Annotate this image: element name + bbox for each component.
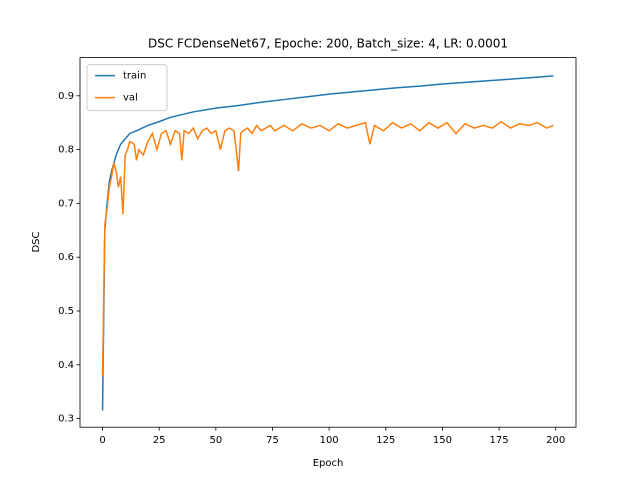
plot-frame	[79, 57, 577, 428]
x-axis-label: Epoch	[313, 458, 344, 469]
y-tick-label: 0.5	[58, 306, 74, 317]
x-tick-label: 100	[320, 435, 339, 446]
x-tick-label: 125	[376, 435, 395, 446]
y-axis-label: DSC	[31, 231, 42, 252]
x-tick-label: 175	[490, 435, 509, 446]
x-tick-label: 0	[99, 435, 105, 446]
x-tick-label: 50	[209, 435, 222, 446]
series-line	[101, 120, 554, 376]
y-tick-label: 0.4	[58, 360, 74, 371]
x-tick-label: 150	[433, 435, 452, 446]
y-tick-label: 0.8	[58, 145, 74, 156]
legend-label: train	[123, 71, 146, 82]
x-tick-label: 75	[266, 435, 279, 446]
x-tick-label: 25	[153, 435, 166, 446]
y-tick-label: 0.7	[58, 198, 74, 209]
series-line	[101, 75, 554, 411]
legend-label: val	[123, 93, 138, 104]
y-tick-label: 0.3	[58, 414, 74, 425]
y-tick-label: 0.9	[58, 91, 74, 102]
x-tick-label: 200	[546, 435, 565, 446]
chart-title: DSC FCDenseNet67, Epoche: 200, Batch_siz…	[148, 37, 508, 51]
y-tick-label: 0.6	[58, 252, 74, 263]
